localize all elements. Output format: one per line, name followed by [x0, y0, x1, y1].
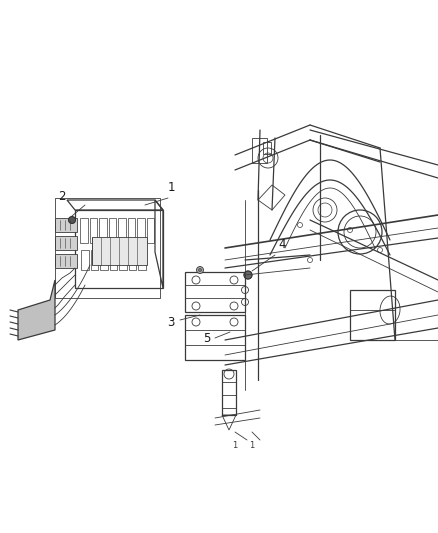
Text: 3: 3 — [168, 316, 175, 328]
Bar — [128, 250, 136, 270]
Bar — [137, 218, 145, 243]
Polygon shape — [18, 280, 55, 340]
Text: 1: 1 — [249, 441, 254, 450]
Text: 4: 4 — [278, 238, 286, 251]
Circle shape — [244, 271, 252, 279]
Circle shape — [246, 273, 250, 277]
Bar — [55, 218, 77, 232]
Bar — [350, 290, 395, 340]
Text: 2: 2 — [58, 190, 66, 203]
Bar — [100, 250, 107, 270]
Bar — [109, 218, 116, 243]
Bar — [99, 218, 106, 243]
Bar — [81, 250, 88, 270]
Bar — [91, 250, 98, 270]
Bar — [80, 218, 88, 243]
Bar — [89, 218, 97, 243]
Bar — [119, 250, 127, 270]
Bar — [138, 250, 145, 270]
Bar — [127, 218, 135, 243]
Bar — [55, 236, 77, 250]
Bar — [252, 138, 267, 163]
Bar — [118, 218, 126, 243]
Bar — [185, 315, 245, 360]
Text: 1: 1 — [168, 181, 176, 194]
Circle shape — [198, 269, 201, 271]
Bar — [185, 272, 245, 312]
Bar — [222, 370, 236, 415]
Circle shape — [197, 266, 204, 273]
Text: 1: 1 — [233, 441, 238, 450]
Bar — [55, 254, 77, 268]
Circle shape — [68, 216, 75, 223]
Bar — [146, 218, 154, 243]
Text: 5: 5 — [203, 332, 210, 344]
Bar — [92, 237, 147, 265]
Bar — [263, 142, 271, 154]
Bar — [75, 210, 163, 288]
Circle shape — [244, 271, 252, 279]
Bar — [110, 250, 117, 270]
Bar — [55, 198, 160, 298]
